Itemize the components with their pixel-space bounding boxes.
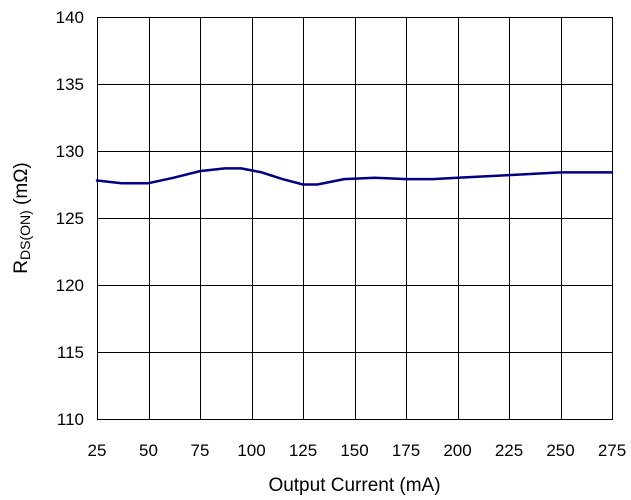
y-tick-label: 135 — [56, 75, 84, 94]
plot-area-frame — [97, 17, 613, 420]
grid — [97, 17, 613, 420]
y-axis-tick-labels: 110 115 120 125 130 135 140 — [56, 8, 84, 429]
x-axis-tick-labels: 25 50 75 100 125 150 175 200 225 250 275 — [88, 441, 627, 460]
x-tick-label: 200 — [443, 441, 471, 460]
y-tick-label: 130 — [56, 142, 84, 161]
y-tick-label: 125 — [56, 209, 84, 228]
x-tick-label: 150 — [340, 441, 368, 460]
x-tick-label: 275 — [598, 441, 626, 460]
y-axis-title-subscript: DS(ON) — [17, 210, 33, 260]
y-axis-title-unit: (mΩ) — [11, 162, 32, 210]
x-tick-label: 25 — [88, 441, 107, 460]
y-tick-label: 140 — [56, 8, 84, 27]
x-tick-label: 100 — [237, 441, 265, 460]
y-axis-title: RDS(ON) (mΩ) — [11, 162, 33, 273]
y-axis-title-main: R — [11, 260, 32, 274]
x-axis-title: Output Current (mA) — [268, 475, 440, 496]
x-tick-label: 250 — [546, 441, 574, 460]
series-layer — [95, 167, 614, 186]
y-tick-label: 115 — [57, 343, 84, 362]
x-tick-label: 50 — [139, 441, 158, 460]
x-tick-label: 125 — [289, 441, 317, 460]
x-tick-label: 175 — [392, 441, 420, 460]
x-tick-label: 75 — [191, 441, 210, 460]
series-line — [95, 167, 614, 186]
x-tick-label: 225 — [495, 441, 523, 460]
y-tick-label: 110 — [57, 410, 84, 429]
y-tick-label: 120 — [56, 276, 84, 295]
